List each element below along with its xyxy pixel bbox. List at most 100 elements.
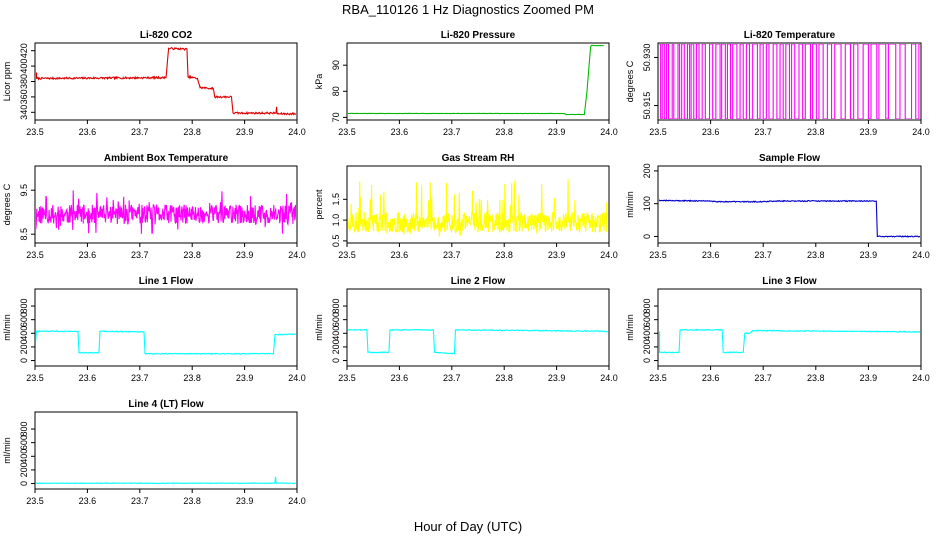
series-line — [659, 44, 920, 119]
y-tick-label: 600 — [642, 312, 652, 327]
y-tick-label: 360 — [19, 89, 29, 104]
y-tick-label: 380 — [19, 74, 29, 89]
x-tick-label: 24.0 — [912, 127, 930, 137]
plot-frame — [657, 165, 922, 244]
y-axis-label: Licor ppm — [2, 62, 12, 102]
plot-frame — [34, 42, 298, 121]
plot-frame — [657, 288, 922, 367]
plot-frame — [34, 411, 298, 490]
x-tick-label: 23.8 — [183, 373, 201, 383]
panel-box_temp: Ambient Box Temperature degrees C 23.5 23.6… — [2, 153, 306, 260]
x-tick-label: 23.8 — [807, 250, 825, 260]
x-tick-label: 24.0 — [288, 373, 306, 383]
x-tick-label: 23.6 — [702, 250, 720, 260]
y-tick-label: 600 — [19, 435, 29, 450]
figure-title: RBA_110126 1 Hz Diagnostics Zoomed PM — [342, 2, 594, 17]
y-tick-label: 400 — [19, 59, 29, 74]
x-tick-label: 23.7 — [443, 127, 461, 137]
series-line — [348, 179, 608, 237]
x-tick-label: 23.6 — [79, 496, 97, 506]
y-tick-label: 50.930 — [642, 44, 652, 72]
x-tick-label: 23.8 — [807, 127, 825, 137]
y-tick-label: 800 — [331, 299, 341, 314]
x-tick-label: 23.6 — [702, 373, 720, 383]
y-tick-label: 800 — [642, 299, 652, 314]
panel-title: Sample Flow — [759, 153, 820, 164]
y-tick-label: 200 — [642, 339, 652, 354]
x-tick-label: 23.8 — [495, 250, 513, 260]
x-tick-label: 23.9 — [236, 373, 254, 383]
panel-pressure: Li-820 Pressure kPa 23.5 23.6 23.7 23.8 23.9 24… — [314, 30, 618, 137]
y-tick-label: 0 — [19, 481, 29, 486]
panel-title: Line 2 Flow — [451, 276, 506, 287]
x-tick-label: 24.0 — [600, 127, 618, 137]
plot-frame — [346, 288, 610, 367]
series-line — [36, 476, 296, 485]
x-tick-label: 24.0 — [912, 250, 930, 260]
panel-line2: Line 2 Flow ml/min 23.5 23.6 23.7 23.8 23.9 24.… — [314, 276, 618, 383]
x-tick-label: 23.7 — [131, 373, 149, 383]
series-line — [659, 328, 920, 354]
x-tick-label: 23.8 — [183, 496, 201, 506]
x-tick-label: 23.7 — [131, 250, 149, 260]
y-tick-label: 1.0 — [331, 214, 341, 227]
y-axis-label: ml/min — [625, 191, 635, 218]
x-tick-label: 23.5 — [649, 250, 667, 260]
x-tick-label: 23.9 — [236, 127, 254, 137]
x-tick-label: 23.6 — [391, 373, 409, 383]
y-tick-label: 400 — [642, 326, 652, 341]
x-tick-label: 23.9 — [548, 373, 566, 383]
y-tick-label: 0 — [331, 358, 341, 363]
y-tick-label: 800 — [19, 299, 29, 314]
plot-frame — [34, 165, 298, 244]
x-tick-label: 23.6 — [79, 127, 97, 137]
y-axis-label: ml/min — [625, 314, 635, 341]
x-tick-label: 23.9 — [236, 496, 254, 506]
x-tick-label: 23.6 — [79, 250, 97, 260]
x-tick-label: 24.0 — [912, 373, 930, 383]
y-tick-label: 0 — [642, 234, 652, 239]
series-line — [348, 44, 604, 116]
x-tick-label: 24.0 — [288, 250, 306, 260]
y-tick-label: 70 — [331, 112, 341, 122]
x-tick-label: 23.6 — [79, 373, 97, 383]
x-tick-label: 23.5 — [338, 373, 356, 383]
y-tick-label: 1.5 — [331, 193, 341, 206]
y-axis-label: ml/min — [314, 314, 324, 341]
x-tick-label: 24.0 — [600, 250, 618, 260]
y-tick-label: 0 — [19, 358, 29, 363]
y-tick-label: 420 — [19, 43, 29, 58]
x-tick-label: 23.5 — [338, 127, 356, 137]
panel-title: Li-820 Pressure — [441, 30, 516, 41]
panel-line1: Line 1 Flow ml/min 23.5 23.6 23.7 23.8 23.9 24.… — [2, 276, 306, 383]
y-tick-label: 340 — [19, 105, 29, 120]
x-tick-label: 23.9 — [860, 250, 878, 260]
y-tick-label: 200 — [331, 339, 341, 354]
x-tick-label: 23.9 — [236, 250, 254, 260]
y-tick-label: 200 — [19, 462, 29, 477]
y-tick-label: 800 — [19, 422, 29, 437]
plot-frame — [657, 42, 922, 121]
x-tick-label: 23.5 — [26, 496, 44, 506]
plot-frame — [34, 288, 298, 367]
x-tick-label: 23.7 — [131, 496, 149, 506]
y-axis-label: degrees C — [625, 60, 635, 102]
x-tick-label: 23.6 — [391, 250, 409, 260]
x-tick-label: 23.8 — [807, 373, 825, 383]
y-axis-label: kPa — [314, 74, 324, 90]
panel-title: Li-820 CO2 — [140, 30, 193, 41]
panel-rh: Gas Stream RH percent 23.5 23.6 23.7 23.8 23.9… — [314, 153, 618, 260]
plot-frame — [346, 165, 610, 244]
y-tick-label: 200 — [642, 163, 652, 178]
series-line — [36, 330, 296, 355]
y-tick-label: 90 — [331, 60, 341, 70]
plot-frame — [346, 42, 610, 121]
panel-line3: Line 3 Flow ml/min 23.5 23.6 23.7 23.8 23.9 24.… — [625, 276, 930, 383]
x-tick-label: 23.6 — [391, 127, 409, 137]
y-tick-label: 80 — [331, 86, 341, 96]
x-tick-label: 23.9 — [860, 127, 878, 137]
x-tick-label: 24.0 — [288, 127, 306, 137]
x-tick-label: 23.8 — [183, 127, 201, 137]
y-tick-label: 200 — [19, 339, 29, 354]
